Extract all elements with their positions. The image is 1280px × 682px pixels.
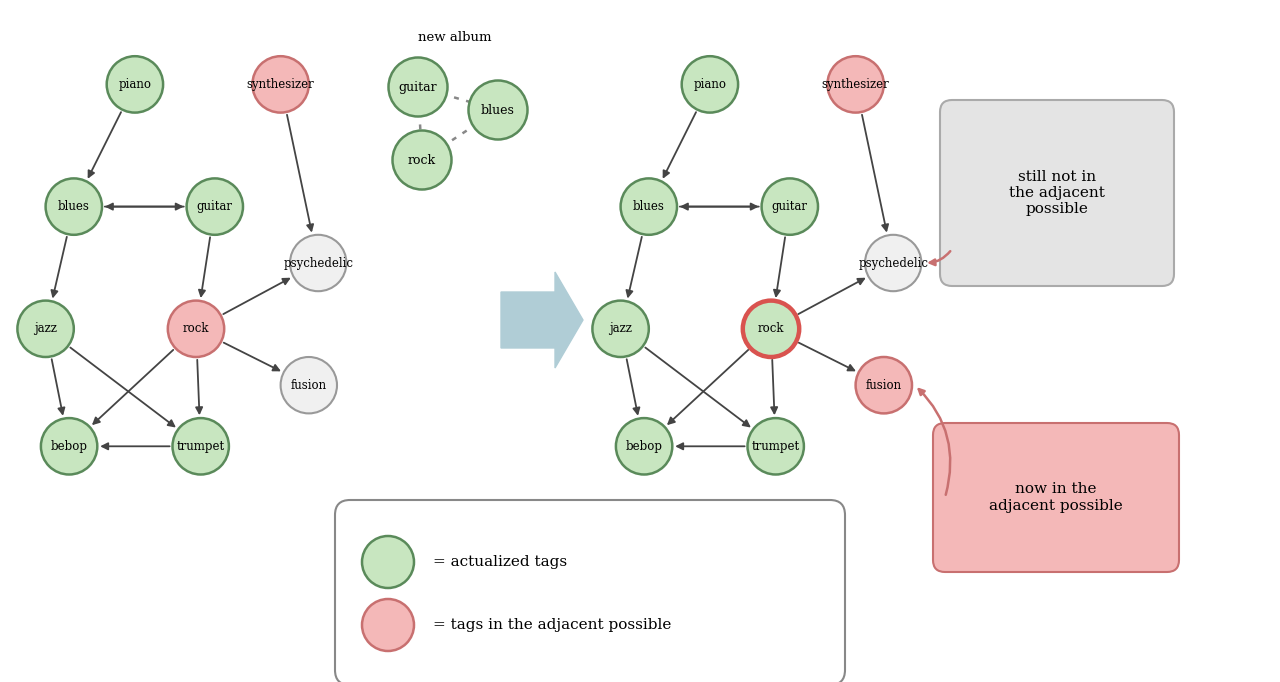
Circle shape bbox=[362, 536, 413, 588]
Text: guitar: guitar bbox=[772, 200, 808, 213]
Circle shape bbox=[855, 357, 911, 413]
Text: guitar: guitar bbox=[398, 80, 438, 93]
Text: guitar: guitar bbox=[197, 200, 233, 213]
Text: psychedelic: psychedelic bbox=[858, 256, 928, 269]
Polygon shape bbox=[500, 272, 582, 368]
Text: rock: rock bbox=[758, 323, 785, 336]
Circle shape bbox=[106, 56, 163, 113]
Circle shape bbox=[865, 235, 922, 291]
Text: rock: rock bbox=[408, 153, 436, 166]
Circle shape bbox=[291, 235, 347, 291]
FancyBboxPatch shape bbox=[335, 500, 845, 682]
Text: bebop: bebop bbox=[626, 440, 663, 453]
Circle shape bbox=[468, 80, 527, 140]
Circle shape bbox=[187, 179, 243, 235]
Circle shape bbox=[389, 57, 448, 117]
Circle shape bbox=[742, 301, 799, 357]
Text: piano: piano bbox=[694, 78, 727, 91]
Circle shape bbox=[682, 56, 739, 113]
Text: jazz: jazz bbox=[609, 323, 632, 336]
Text: blues: blues bbox=[481, 104, 515, 117]
Text: psychedelic: psychedelic bbox=[283, 256, 353, 269]
Text: fusion: fusion bbox=[291, 379, 326, 391]
Circle shape bbox=[621, 179, 677, 235]
Text: trumpet: trumpet bbox=[751, 440, 800, 453]
Circle shape bbox=[827, 56, 883, 113]
Text: bebop: bebop bbox=[51, 440, 87, 453]
Text: jazz: jazz bbox=[35, 323, 58, 336]
Circle shape bbox=[393, 130, 452, 190]
Circle shape bbox=[173, 418, 229, 475]
Text: rock: rock bbox=[183, 323, 209, 336]
Circle shape bbox=[46, 179, 102, 235]
Text: synthesizer: synthesizer bbox=[822, 78, 890, 91]
Text: fusion: fusion bbox=[865, 379, 902, 391]
FancyBboxPatch shape bbox=[940, 100, 1174, 286]
Circle shape bbox=[748, 418, 804, 475]
Circle shape bbox=[168, 301, 224, 357]
Text: piano: piano bbox=[119, 78, 151, 91]
Text: now in the
adjacent possible: now in the adjacent possible bbox=[989, 482, 1123, 513]
Text: blues: blues bbox=[58, 200, 90, 213]
FancyBboxPatch shape bbox=[933, 423, 1179, 572]
Text: synthesizer: synthesizer bbox=[247, 78, 315, 91]
Circle shape bbox=[362, 599, 413, 651]
Text: = actualized tags: = actualized tags bbox=[433, 555, 567, 569]
Text: new album: new album bbox=[419, 31, 492, 44]
Text: trumpet: trumpet bbox=[177, 440, 225, 453]
Text: = tags in the adjacent possible: = tags in the adjacent possible bbox=[433, 618, 672, 632]
Circle shape bbox=[593, 301, 649, 357]
Circle shape bbox=[252, 56, 308, 113]
Circle shape bbox=[616, 418, 672, 475]
Text: still not in
the adjacent
possible: still not in the adjacent possible bbox=[1009, 170, 1105, 216]
Circle shape bbox=[18, 301, 74, 357]
Circle shape bbox=[41, 418, 97, 475]
Circle shape bbox=[762, 179, 818, 235]
Circle shape bbox=[280, 357, 337, 413]
Text: blues: blues bbox=[632, 200, 664, 213]
